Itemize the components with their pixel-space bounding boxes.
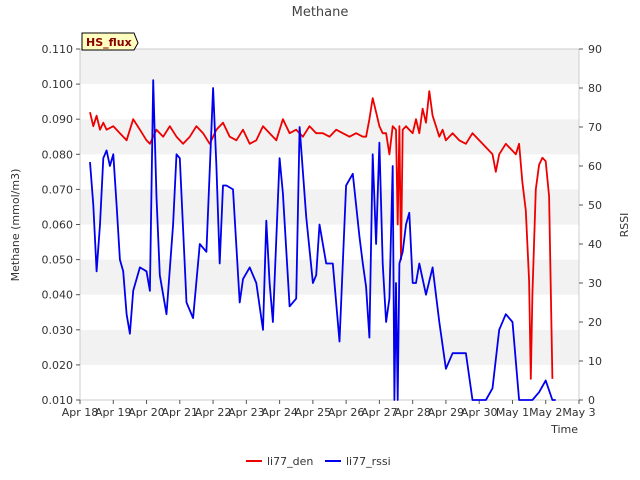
legend-label-li77-rssi: li77_rssi xyxy=(346,455,391,468)
y2-tick-label: 40 xyxy=(588,238,602,251)
series-lines xyxy=(89,79,556,401)
x-tick-label: Apr 28 xyxy=(394,406,431,419)
x-tick-label: Apr 30 xyxy=(461,406,498,419)
x-tick-label: Apr 26 xyxy=(328,406,365,419)
y-tick-label: 0.080 xyxy=(42,148,74,161)
x-tick-label: Apr 20 xyxy=(128,406,165,419)
y2-tick-label: 10 xyxy=(588,355,602,368)
badge-label: HS_flux xyxy=(86,36,132,49)
x-tick-label: Apr 22 xyxy=(195,406,232,419)
grid-band xyxy=(80,84,579,120)
grid-band xyxy=(80,189,579,225)
y-tick-label: 0.040 xyxy=(42,289,74,302)
badge-shape xyxy=(81,32,139,51)
y-tick-label: 0.030 xyxy=(42,324,74,337)
y2-tick-label: 30 xyxy=(588,277,602,290)
x-tick-label: Apr 19 xyxy=(95,406,132,419)
x-tick-label: Apr 23 xyxy=(228,406,265,419)
legend: li77_den li77_rssi xyxy=(246,455,391,468)
x-tick-label: Apr 18 xyxy=(62,406,99,419)
y-tick-label: 0.020 xyxy=(42,359,74,372)
y2-axis-label: RSSI xyxy=(618,213,631,238)
y2-tick-label: 20 xyxy=(588,316,602,329)
y-tick-label: 0.050 xyxy=(42,254,74,267)
y2-tick-label: 0 xyxy=(588,394,595,407)
y2-axis-ticks: 0 10 20 30 40 50 60 70 80 90 xyxy=(579,43,602,407)
x-axis-label: Time xyxy=(550,423,578,436)
x-tick-label: Apr 21 xyxy=(162,406,199,419)
hs-flux-badge: HS_flux xyxy=(81,32,139,51)
y2-tick-label: 80 xyxy=(588,82,602,95)
y-axis-ticks: 0.010 0.020 0.030 0.040 0.050 0.060 0.070 0.080… xyxy=(42,43,80,407)
x-tick-label: Apr 24 xyxy=(261,406,298,419)
x-tick-label: Apr 27 xyxy=(361,406,398,419)
x-tick-label: Apr 29 xyxy=(428,406,465,419)
grid-band xyxy=(80,329,579,365)
chart-title: Methane xyxy=(292,5,349,20)
y2-tick-label: 50 xyxy=(588,199,602,212)
grid-band xyxy=(80,364,579,400)
y-tick-label: 0.010 xyxy=(42,394,74,407)
series-line-li77-den xyxy=(89,90,554,380)
x-tick-label: Apr 25 xyxy=(295,406,332,419)
x-tick-label: May 3 xyxy=(562,406,595,419)
y-tick-label: 0.110 xyxy=(42,43,74,56)
y-tick-label: 0.070 xyxy=(42,183,74,196)
y2-tick-label: 70 xyxy=(588,121,602,134)
y2-tick-label: 90 xyxy=(588,43,602,56)
grid-band xyxy=(80,259,579,295)
y2-tick-label: 60 xyxy=(588,160,602,173)
y-tick-label: 0.090 xyxy=(42,113,74,126)
x-tick-label: May 1 xyxy=(496,406,529,419)
series-line-li77-rssi xyxy=(89,79,556,401)
grid-band xyxy=(80,49,579,85)
y-tick-label: 0.060 xyxy=(42,219,74,232)
legend-label-li77-den: li77_den xyxy=(267,455,313,468)
grid-band xyxy=(80,224,579,260)
grid-bands xyxy=(80,49,579,400)
x-tick-label: May 2 xyxy=(529,406,562,419)
grid-band xyxy=(80,294,579,330)
y-axis-label: Methane (mmol/m3) xyxy=(9,169,22,282)
y-tick-label: 0.100 xyxy=(42,78,74,91)
